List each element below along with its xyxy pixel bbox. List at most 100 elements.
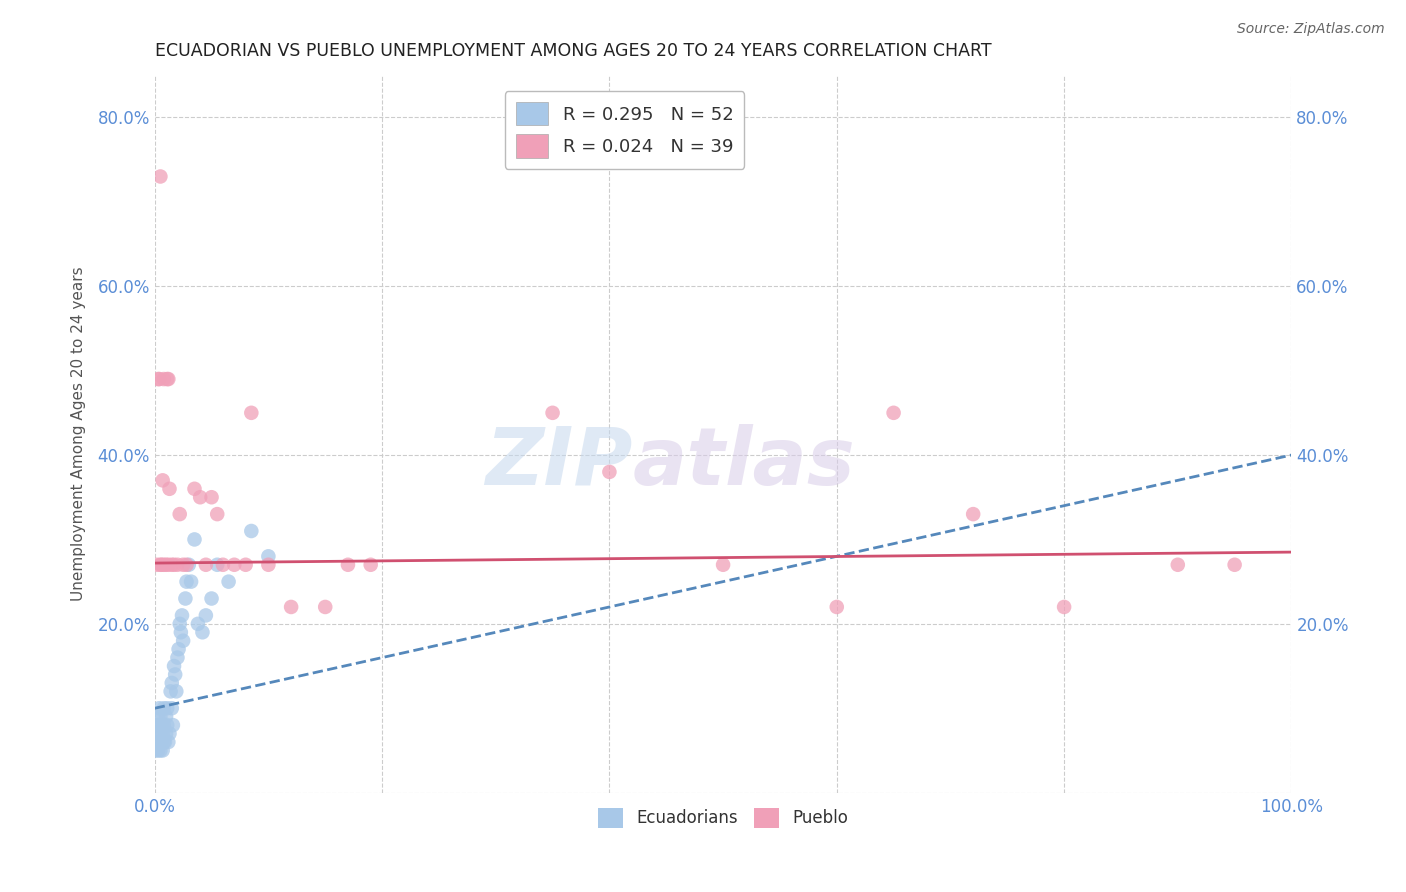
Point <box>1223 558 1246 572</box>
Point <box>150 735 173 749</box>
Point <box>146 735 169 749</box>
Point <box>153 558 176 572</box>
Point <box>257 549 280 564</box>
Point <box>194 608 217 623</box>
Point <box>166 650 188 665</box>
Point <box>159 482 181 496</box>
Point <box>153 735 176 749</box>
Point <box>280 599 302 614</box>
Text: atlas: atlas <box>633 424 855 501</box>
Point <box>1053 599 1076 614</box>
Point <box>218 574 240 589</box>
Point <box>166 558 188 572</box>
Point <box>153 718 176 732</box>
Point <box>188 490 211 504</box>
Point <box>212 558 235 572</box>
Point <box>146 743 169 757</box>
Point <box>149 743 172 757</box>
Point <box>1167 558 1189 572</box>
Point <box>146 372 169 386</box>
Point <box>156 701 179 715</box>
Point <box>165 684 187 698</box>
Point <box>207 507 229 521</box>
Point <box>176 558 198 572</box>
Point <box>157 372 180 386</box>
Point <box>172 558 194 572</box>
Y-axis label: Unemployment Among Ages 20 to 24 years: Unemployment Among Ages 20 to 24 years <box>72 267 86 601</box>
Point <box>148 701 170 715</box>
Point <box>148 735 170 749</box>
Text: Source: ZipAtlas.com: Source: ZipAtlas.com <box>1237 22 1385 37</box>
Point <box>174 591 197 606</box>
Point <box>150 718 173 732</box>
Legend: Ecuadorians, Pueblo: Ecuadorians, Pueblo <box>591 801 855 835</box>
Point <box>883 406 905 420</box>
Point <box>183 533 205 547</box>
Point <box>825 599 848 614</box>
Point <box>159 726 181 740</box>
Point <box>148 372 170 386</box>
Point <box>541 406 564 420</box>
Point <box>170 625 193 640</box>
Point <box>156 372 179 386</box>
Point <box>167 642 190 657</box>
Point <box>155 726 177 740</box>
Point <box>360 558 382 572</box>
Point <box>187 616 209 631</box>
Point <box>169 507 191 521</box>
Point <box>598 465 620 479</box>
Point <box>257 558 280 572</box>
Point <box>152 743 174 757</box>
Point <box>163 659 186 673</box>
Point <box>336 558 359 572</box>
Point <box>711 558 734 572</box>
Point <box>149 726 172 740</box>
Point <box>163 558 186 572</box>
Point <box>148 718 170 732</box>
Point <box>153 735 176 749</box>
Point <box>153 701 176 715</box>
Point <box>160 701 183 715</box>
Point <box>200 490 222 504</box>
Point <box>149 709 172 723</box>
Point <box>169 616 191 631</box>
Text: ZIP: ZIP <box>485 424 633 501</box>
Point <box>314 599 336 614</box>
Point <box>146 558 169 572</box>
Point <box>180 574 202 589</box>
Point <box>155 558 177 572</box>
Point <box>146 726 169 740</box>
Point <box>146 709 169 723</box>
Point <box>235 558 257 572</box>
Point <box>162 718 184 732</box>
Point <box>240 406 263 420</box>
Point <box>146 718 169 732</box>
Point <box>157 558 180 572</box>
Point <box>157 735 180 749</box>
Point <box>152 726 174 740</box>
Text: ECUADORIAN VS PUEBLO UNEMPLOYMENT AMONG AGES 20 TO 24 YEARS CORRELATION CHART: ECUADORIAN VS PUEBLO UNEMPLOYMENT AMONG … <box>155 42 991 60</box>
Point <box>962 507 984 521</box>
Point <box>165 667 187 681</box>
Point <box>177 558 200 572</box>
Point <box>191 625 214 640</box>
Point <box>207 558 229 572</box>
Point <box>149 558 172 572</box>
Point <box>176 574 198 589</box>
Point <box>160 676 183 690</box>
Point <box>155 709 177 723</box>
Point <box>150 558 173 572</box>
Point <box>149 169 172 184</box>
Point <box>153 372 176 386</box>
Point <box>224 558 246 572</box>
Point <box>159 684 181 698</box>
Point <box>152 474 174 488</box>
Point <box>170 608 193 623</box>
Point <box>156 718 179 732</box>
Point <box>194 558 217 572</box>
Point <box>145 743 167 757</box>
Point <box>172 633 194 648</box>
Point <box>160 558 183 572</box>
Point <box>240 524 263 538</box>
Point <box>200 591 222 606</box>
